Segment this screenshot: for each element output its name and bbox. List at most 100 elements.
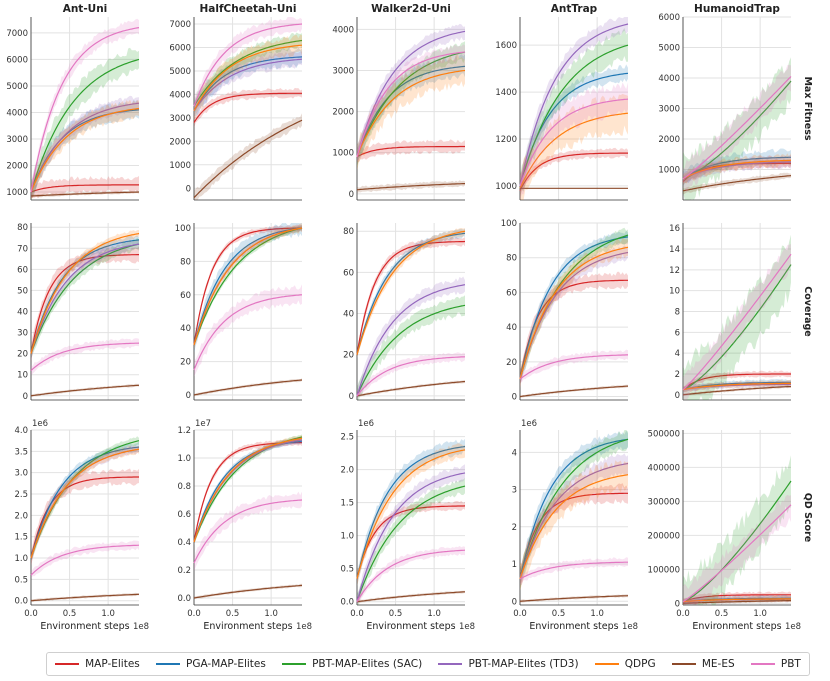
row-label: Coverage bbox=[802, 286, 813, 336]
y-tick-label: 6000 bbox=[658, 13, 680, 23]
legend-item-map-elites: MAP-Elites bbox=[55, 658, 140, 670]
y-tick-label: 0 bbox=[512, 597, 517, 607]
line-pbt-map-elites-sac bbox=[356, 51, 466, 158]
y-tick-label: 20 bbox=[343, 351, 354, 361]
line-qdpg bbox=[30, 448, 140, 559]
legend-item-pbt-map-elites-td3: PBT-MAP-Elites (TD3) bbox=[438, 658, 579, 670]
panel-coverage-ant-uni: 0 10 20 30 40 50 60 70 80 bbox=[17, 223, 140, 402]
line-me-es bbox=[193, 119, 303, 199]
band-pbt-map-elites-sac bbox=[520, 430, 628, 590]
x-axis-label: Environment steps bbox=[366, 621, 455, 632]
line-pbt bbox=[30, 544, 140, 576]
band-pbt-map-elites-sac bbox=[194, 434, 302, 545]
y-tick-label: 2000 bbox=[658, 135, 680, 145]
line-pga-map-elites bbox=[30, 446, 140, 559]
y-tick-label: 40 bbox=[506, 323, 517, 333]
panel-qd-score-humanoidtrap: 0 100000 200000 300000 400000 500000 0.0 0.5 1.0… bbox=[648, 429, 813, 632]
y-tick-label: 0 bbox=[512, 393, 517, 403]
y-tick-label: 3000 bbox=[332, 66, 354, 76]
y-tick-label: 2.0 bbox=[14, 511, 28, 521]
y-multiplier: 1e6 bbox=[32, 419, 48, 429]
band-qdpg bbox=[520, 238, 628, 389]
line-qdpg bbox=[193, 437, 303, 543]
y-tick-label: 4.0 bbox=[14, 426, 28, 436]
band-map-elites bbox=[520, 147, 628, 196]
line-map-elites bbox=[519, 492, 628, 580]
band-map-elites bbox=[357, 139, 465, 163]
panel-title: Ant-Uni bbox=[63, 3, 108, 15]
line-qdpg bbox=[193, 227, 303, 346]
y-multiplier: 1e6 bbox=[358, 419, 374, 429]
y-tick-label: 0.8 bbox=[177, 482, 191, 492]
line-pbt-map-elites-sac bbox=[193, 227, 303, 346]
line-pga-map-elites bbox=[519, 438, 629, 580]
y-tick-label: 1000 bbox=[6, 188, 28, 198]
line-map-elites bbox=[193, 92, 302, 123]
y-multiplier: 1e7 bbox=[195, 419, 211, 429]
line-pbt bbox=[193, 499, 303, 564]
panel-max-fitness-walker2d-uni: 0 1000 2000 3000 4000 Walker2d-Uni bbox=[332, 3, 466, 201]
line-pbt-map-elites-sac bbox=[356, 304, 466, 397]
panel-max-fitness-ant-uni: 1000 2000 3000 4000 5000 6000 7000 Ant-Uni bbox=[6, 3, 140, 201]
y-tick-label: 12 bbox=[669, 266, 680, 276]
panel-coverage-walker2d-uni: 0 20 40 60 80 bbox=[343, 223, 466, 402]
y-tick-label: 80 bbox=[180, 257, 191, 267]
band-pbt-map-elites-sac bbox=[683, 455, 791, 605]
line-me-es bbox=[356, 183, 465, 191]
y-tick-label: 70 bbox=[17, 244, 28, 254]
line-map-elites bbox=[356, 240, 466, 355]
x-tick-label: 1.0 bbox=[101, 609, 115, 619]
line-pbt-map-elites-sac bbox=[193, 39, 303, 107]
line-me-es bbox=[519, 595, 629, 602]
line-map-elites bbox=[519, 279, 628, 380]
y-multiplier: 1e6 bbox=[521, 419, 537, 429]
y-tick-label: 2 bbox=[675, 370, 680, 380]
y-tick-label: 300000 bbox=[648, 497, 680, 507]
y-tick-label: 20 bbox=[506, 358, 517, 368]
line-pga-map-elites bbox=[682, 381, 791, 391]
band-pbt-map-elites-td3 bbox=[357, 23, 465, 163]
y-tick-label: 5000 bbox=[6, 82, 28, 92]
line-pbt bbox=[682, 504, 792, 603]
line-pbt-map-elites-sac bbox=[519, 438, 629, 580]
y-tick-label: 14 bbox=[669, 245, 680, 255]
line-pbt-map-elites-sac bbox=[682, 264, 792, 391]
legend-item-me-es: ME-ES bbox=[671, 658, 735, 670]
line-pbt-map-elites-sac bbox=[356, 485, 466, 602]
y-tick-label: 1600 bbox=[495, 41, 517, 51]
x-tick-label: 0.0 bbox=[187, 609, 201, 619]
band-map-elites bbox=[31, 468, 139, 566]
line-pbt bbox=[682, 76, 792, 180]
y-tick-label: 80 bbox=[17, 223, 28, 233]
line-map-elites bbox=[519, 152, 628, 191]
panel-title: AntTrap bbox=[551, 3, 598, 15]
y-tick-label: 1.5 bbox=[14, 533, 28, 543]
line-pga-map-elites bbox=[356, 445, 466, 579]
y-tick-label: 40 bbox=[180, 324, 191, 334]
line-map-elites bbox=[30, 254, 139, 354]
y-tick-label: 50 bbox=[17, 286, 28, 296]
y-tick-label: 1000 bbox=[658, 166, 680, 176]
legend-item-pga-map-elites: PGA-MAP-Elites bbox=[155, 658, 266, 670]
x-tick-label: 0.0 bbox=[513, 609, 527, 619]
y-tick-label: 100 bbox=[175, 224, 191, 234]
x-multiplier: 1e8 bbox=[785, 622, 801, 632]
line-pbt-map-elites-sac bbox=[682, 480, 792, 603]
line-pbt bbox=[519, 561, 628, 580]
band-pbt bbox=[194, 491, 302, 571]
line-pbt-map-elites-td3 bbox=[356, 472, 466, 602]
band-pga-map-elites bbox=[194, 437, 302, 545]
band-me-es bbox=[31, 383, 139, 397]
band-map-elites bbox=[31, 246, 139, 363]
x-tick-label: 0.5 bbox=[389, 609, 403, 619]
y-tick-label: 500000 bbox=[648, 429, 680, 439]
y-tick-label: 0.0 bbox=[14, 597, 28, 607]
y-tick-label: 16 bbox=[669, 224, 680, 234]
y-tick-label: 2000 bbox=[169, 137, 191, 147]
y-tick-label: 8 bbox=[675, 308, 680, 318]
panel-title: Walker2d-Uni bbox=[371, 3, 451, 15]
line-pbt bbox=[193, 23, 303, 107]
y-tick-label: 0.5 bbox=[14, 575, 28, 585]
y-tick-label: 6 bbox=[675, 328, 680, 338]
line-me-es bbox=[30, 384, 140, 397]
